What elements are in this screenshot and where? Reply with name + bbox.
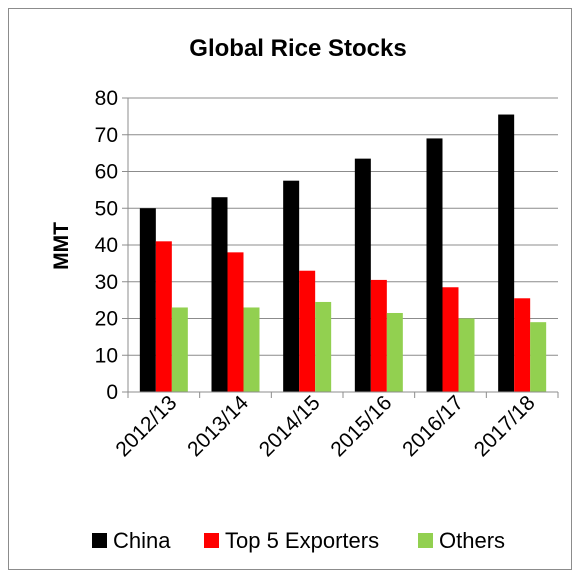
bar-others xyxy=(315,301,332,392)
x-tick-label: 2017/18 xyxy=(470,391,540,461)
bar-top-5-exporters xyxy=(514,298,531,392)
bar-china xyxy=(426,138,443,392)
bar-others xyxy=(530,322,547,392)
bar-top-5-exporters xyxy=(155,241,172,392)
y-axis-label: MMT xyxy=(50,222,73,270)
x-tick-label: 2013/14 xyxy=(183,391,253,461)
y-tick-label: 10 xyxy=(95,344,118,367)
bar-top-5-exporters xyxy=(370,279,387,392)
y-tick-label: 30 xyxy=(95,271,118,294)
legend-label: Top 5 Exporters xyxy=(225,528,379,553)
bar-china xyxy=(283,180,300,392)
y-tick-label: 40 xyxy=(95,234,118,257)
axes xyxy=(127,98,559,398)
bar-china xyxy=(498,114,515,392)
legend-swatch xyxy=(92,533,107,548)
bars xyxy=(139,114,547,392)
bar-top-5-exporters xyxy=(299,270,316,392)
bar-china xyxy=(354,158,371,392)
x-tick-label: 2014/15 xyxy=(255,391,325,461)
bar-others xyxy=(171,307,188,392)
bar-china xyxy=(139,208,156,392)
y-tick-label: 50 xyxy=(95,197,118,220)
y-tick-label: 80 xyxy=(95,87,118,110)
bar-others xyxy=(386,312,403,392)
bar-others xyxy=(243,307,260,392)
bar-others xyxy=(458,318,475,392)
y-tick-labels: 0 10 20 30 40 50 60 70 80 xyxy=(95,87,118,404)
gridlines xyxy=(122,97,558,393)
y-tick-label: 0 xyxy=(106,381,118,404)
x-tick-label: 2012/13 xyxy=(111,391,181,461)
x-tick-label: 2016/17 xyxy=(398,391,468,461)
x-tick-labels: 2012/13 2013/14 2014/15 2015/16 2016/17 2017/… xyxy=(111,391,539,461)
legend-swatch xyxy=(418,533,433,548)
y-tick-label: 60 xyxy=(95,161,118,184)
chart-title: Global Rice Stocks xyxy=(189,35,406,62)
legend-swatch xyxy=(204,533,219,548)
bar-china xyxy=(211,197,228,392)
bar-top-5-exporters xyxy=(227,252,244,392)
legend-label: China xyxy=(113,528,171,553)
legend: China Top 5 Exporters Others xyxy=(92,528,505,553)
y-tick-label: 20 xyxy=(95,308,118,331)
x-tick-label: 2015/16 xyxy=(326,391,396,461)
bar-top-5-exporters xyxy=(442,287,459,392)
legend-label: Others xyxy=(439,528,505,553)
y-tick-label: 70 xyxy=(95,124,118,147)
